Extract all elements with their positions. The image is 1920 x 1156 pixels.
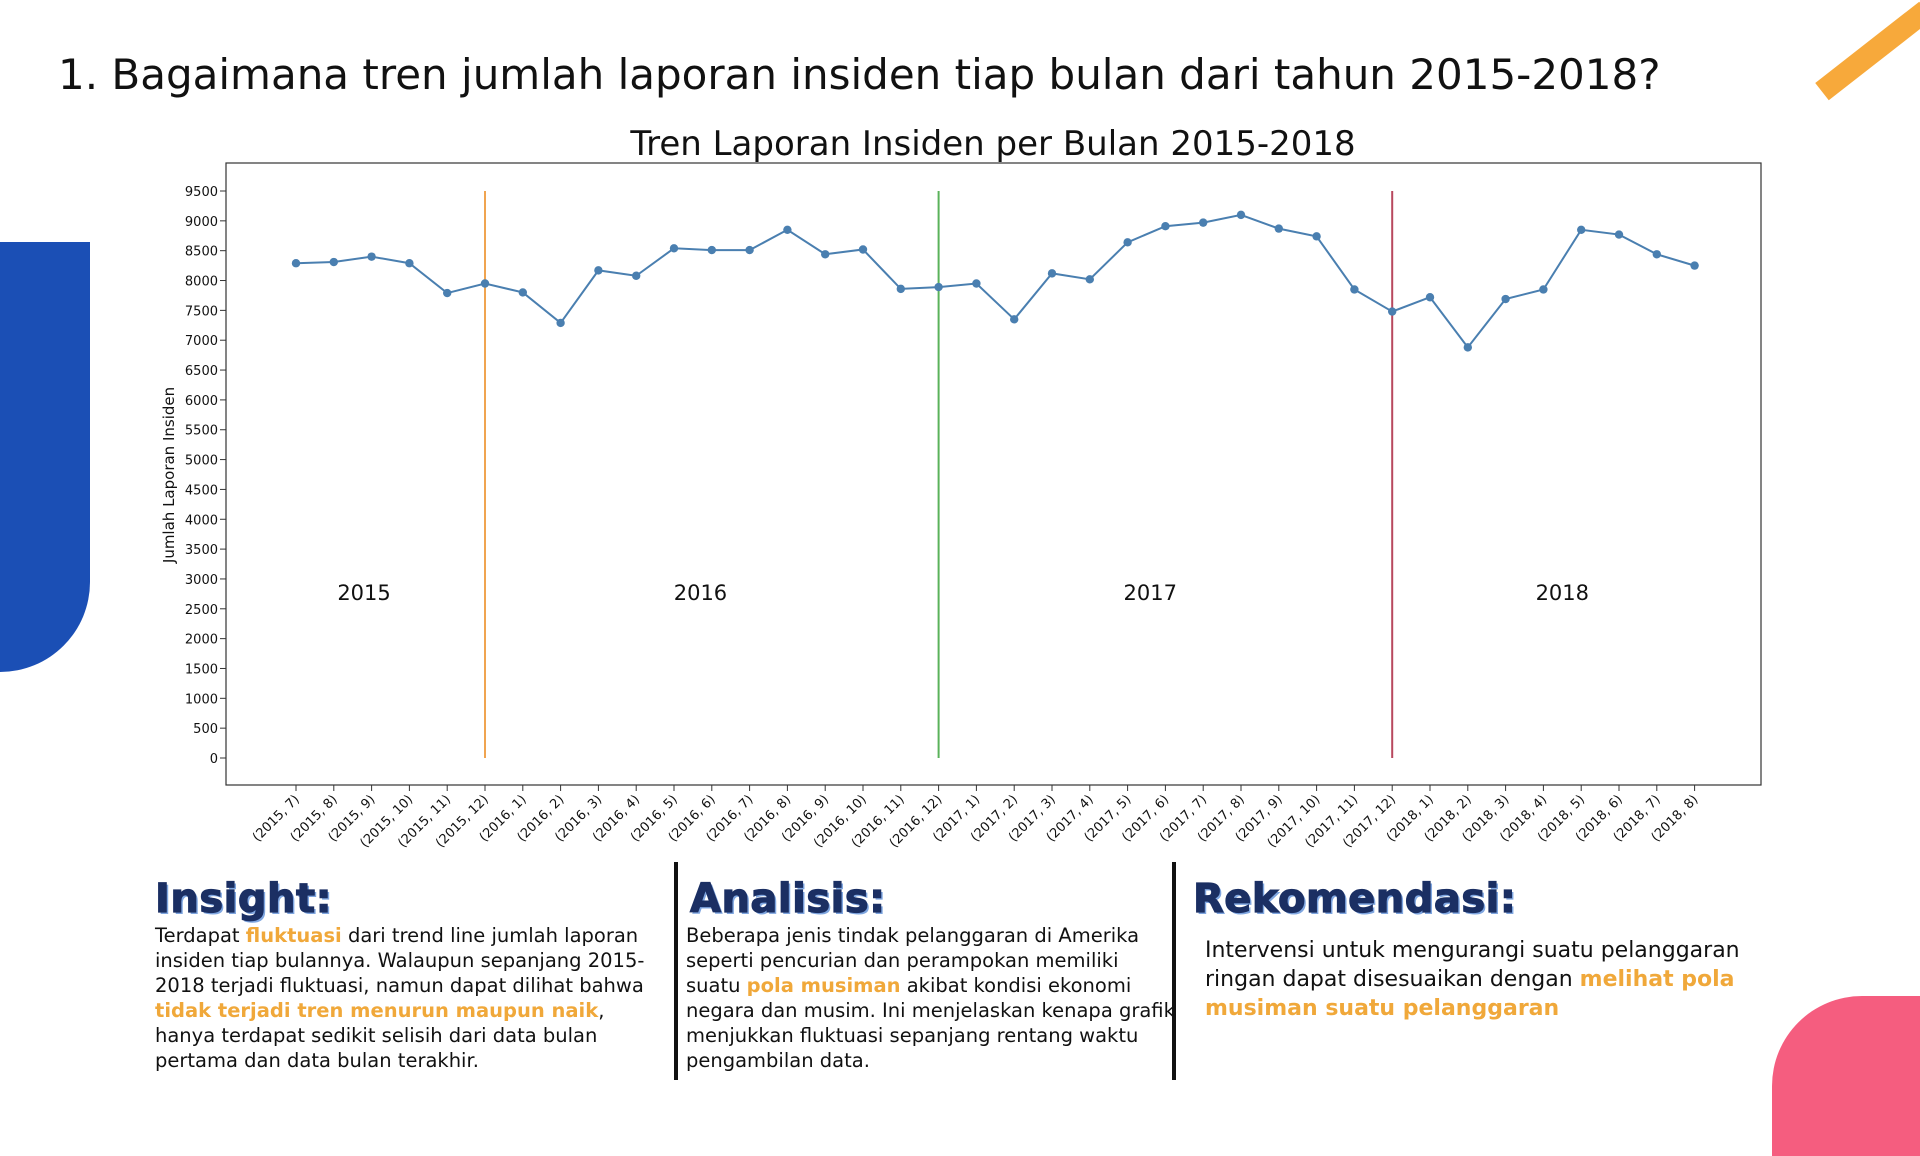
highlighted-text: tidak terjadi tren menurun maupun naik: [155, 999, 599, 1022]
data-point: [1274, 224, 1284, 233]
plot-area-frame: [225, 162, 1762, 786]
body-text: dari trend line jumlah laporan insiden t…: [155, 924, 645, 997]
data-point: [1501, 294, 1510, 304]
year-annotation: 2017: [1124, 581, 1177, 605]
data-point: [821, 250, 830, 259]
y-tick-label: 5500: [185, 424, 218, 439]
data-point: [1085, 275, 1095, 284]
series-incident-count: [291, 210, 1699, 352]
chart-title: Tren Laporan Insiden per Bulan 2015-2018: [629, 124, 1355, 164]
y-tick-label: 6000: [185, 394, 218, 409]
data-point: [1388, 307, 1397, 316]
y-tick-label: 1500: [185, 662, 218, 677]
y-tick-label: 7500: [185, 304, 218, 319]
y-axis-ticks: 0 500 1000 1500 2000 2500 3000 3500 4000 4500 5000…: [185, 185, 226, 767]
rekomendasi-text: Intervensi untuk mengurangi suatu pelang…: [1205, 936, 1785, 1023]
y-tick-label: 2500: [185, 603, 218, 618]
analisis-text: Beberapa jenis tindak pelanggaran di Ame…: [686, 923, 1176, 1073]
data-point: [1577, 225, 1586, 234]
data-point: [291, 259, 301, 268]
data-point: [858, 245, 868, 254]
body-text: Terdapat: [155, 924, 246, 947]
data-point: [1350, 285, 1359, 294]
data-point: [329, 257, 338, 267]
data-point: [783, 225, 792, 234]
y-tick-label: 4000: [185, 513, 218, 528]
highlighted-text: fluktuasi: [245, 924, 342, 947]
y-tick-label: 3000: [185, 573, 218, 588]
y-tick-label: 0: [210, 752, 218, 767]
year-annotation: 2015: [337, 581, 390, 605]
page-title: 1. Bagaimana tren jumlah laporan insiden…: [58, 50, 1661, 99]
data-point: [707, 245, 716, 255]
data-point: [1539, 285, 1548, 294]
y-tick-label: 500: [193, 722, 218, 737]
y-tick-label: 8000: [185, 275, 218, 290]
data-point: [367, 252, 376, 261]
data-point: [1010, 315, 1019, 324]
year-separator-lines: [484, 191, 1394, 758]
y-tick-label: 2000: [185, 633, 218, 648]
insight-text: Terdapat fluktuasi dari trend line jumla…: [155, 923, 665, 1073]
year-annotation: 2018: [1536, 581, 1589, 605]
body-text: akibat kondisi ekonomi negara dan musim.…: [686, 974, 1175, 1072]
y-tick-label: 1000: [185, 692, 218, 707]
data-point: [1425, 293, 1435, 302]
data-point: [405, 259, 414, 268]
body-text: Beberapa jenis tindak pelanggaran di Ame…: [686, 924, 1140, 997]
data-point: [1614, 230, 1624, 239]
data-point: [1312, 232, 1321, 241]
data-point: [1236, 210, 1246, 220]
line-chart: Tren Laporan Insiden per Bulan 2015-2018…: [160, 124, 1762, 851]
section-divider-1: [674, 862, 678, 1080]
data-point: [632, 271, 641, 280]
data-point: [896, 284, 905, 294]
data-point: [745, 245, 754, 255]
y-tick-label: 7000: [185, 334, 218, 349]
y-tick-label: 8500: [185, 245, 218, 260]
y-tick-label: 3500: [185, 543, 218, 558]
data-point: [1161, 222, 1170, 231]
rekomendasi-heading: Rekomendasi:: [1192, 875, 1517, 922]
highlighted-text: pola musiman: [746, 974, 901, 997]
decorative-blue-shape: [0, 242, 90, 672]
data-point: [594, 266, 603, 275]
section-divider-2: [1172, 862, 1176, 1080]
y-tick-label: 5000: [185, 454, 218, 469]
year-annotations: 2015 2016 2017 2018: [337, 581, 1589, 605]
x-axis-ticks: (2015, 7)(2015, 8)(2015, 9)(2015, 10)(20…: [250, 785, 1701, 851]
decorative-pink-shape: [1772, 996, 1920, 1156]
y-tick-label: 9000: [185, 215, 218, 230]
data-point: [972, 279, 981, 288]
body-text: Intervensi untuk mengurangi suatu pelang…: [1205, 938, 1740, 992]
data-point: [1463, 343, 1473, 352]
data-point: [480, 279, 490, 288]
analisis-heading: Analisis:: [689, 875, 886, 922]
y-axis-label: Jumlah Laporan Insiden: [160, 387, 178, 564]
data-point: [1123, 238, 1132, 247]
data-point: [1047, 269, 1057, 278]
insight-heading: Insight:: [154, 875, 333, 922]
series-line: [295, 213, 1695, 350]
y-tick-label: 6500: [185, 364, 218, 379]
data-point: [669, 244, 679, 253]
data-point: [1652, 250, 1662, 259]
data-point: [1199, 218, 1208, 227]
highlighted-text: melihat pola musiman suatu pelanggaran: [1205, 967, 1735, 1021]
year-annotation: 2016: [674, 581, 727, 605]
y-tick-label: 9500: [185, 185, 218, 200]
body-text: , hanya terdapat sedikit selisih dari da…: [155, 999, 605, 1072]
y-tick-label: 4500: [185, 483, 218, 498]
data-point: [518, 288, 527, 297]
data-point: [934, 282, 943, 292]
data-point: [443, 288, 452, 298]
data-point: [1690, 261, 1699, 270]
data-point: [556, 318, 565, 328]
